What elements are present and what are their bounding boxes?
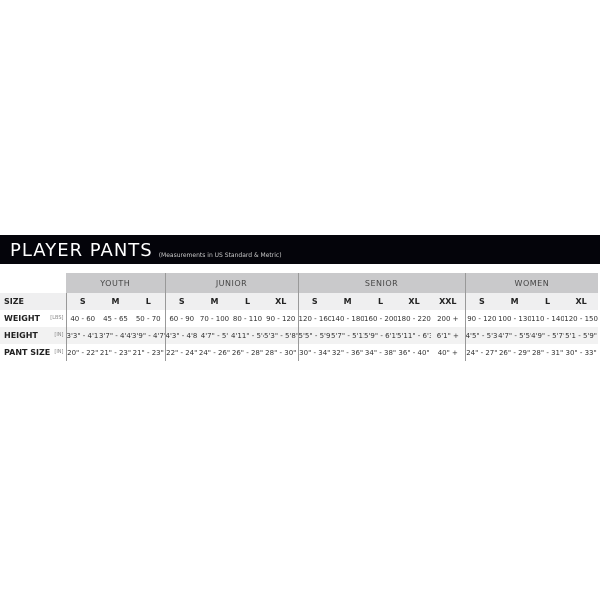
table-cell: S bbox=[297, 293, 332, 310]
table-row-weight: WEIGHT [LBS] 40 - 60 45 - 65 50 - 70 60 - 90 7… bbox=[0, 310, 598, 327]
table-cell: 4'7" - 5' bbox=[198, 327, 231, 344]
table-cell: S bbox=[65, 293, 99, 310]
table-cell: 180 - 220 bbox=[397, 314, 431, 323]
table-row-height: HEIGHT [IN] 3'3" - 4'1" 3'7" - 4'4" 3'9" - 4… bbox=[0, 327, 599, 344]
table-cell: 5'3" - 5'8" bbox=[264, 327, 299, 344]
table-cell: M bbox=[198, 293, 231, 310]
table-cell: 5'9" - 6'1" bbox=[364, 327, 398, 344]
row-label-text: WEIGHT bbox=[4, 314, 40, 323]
table-cell: 22" - 24" bbox=[164, 344, 198, 361]
table-cell: 24" - 27" bbox=[464, 344, 499, 361]
table-cell: 28" - 31" bbox=[531, 348, 564, 357]
table-cell: 28" - 30" bbox=[265, 348, 297, 357]
table-cell: L bbox=[132, 293, 165, 310]
table-cell: L bbox=[531, 293, 565, 310]
size-chart-table: YOUTH JUNIOR SENIOR WOMEN SIZE S M L S M L XL S M L XL X… bbox=[0, 273, 599, 361]
table-cell: 4'5" - 5'3" bbox=[464, 327, 499, 344]
table-cell: S bbox=[464, 293, 499, 310]
table-cell: 120 - 160 bbox=[297, 310, 332, 327]
table-cell: 4'3" - 4'8" bbox=[164, 327, 198, 344]
row-label: SIZE bbox=[0, 293, 66, 310]
table-cell: 3'3" - 4'1" bbox=[65, 327, 99, 344]
table-cell: L bbox=[364, 293, 398, 310]
table-cell: 5'11" - 6'3" bbox=[397, 327, 432, 344]
table-cell: 30" - 34" bbox=[297, 344, 332, 361]
table-row-pant-size: PANT SIZE [IN] 20" - 22" 21" - 23" 21" - 23"… bbox=[0, 344, 598, 361]
group-header-senior: SENIOR bbox=[297, 273, 466, 293]
table-cell: 5'1 - 5'9" bbox=[564, 327, 599, 344]
chart-title: PLAYER PANTS bbox=[10, 240, 153, 261]
chart-subtitle: (Measurements in US Standard & Metric) bbox=[158, 252, 282, 259]
row-label-text: HEIGHT bbox=[4, 331, 38, 340]
group-header-row: YOUTH JUNIOR SENIOR WOMEN bbox=[0, 273, 599, 293]
table-cell: 26" - 29" bbox=[498, 348, 531, 357]
table-cell: XL bbox=[564, 293, 599, 310]
unit-label: [IN] bbox=[54, 349, 64, 355]
table-cell: 110 - 140 bbox=[531, 314, 565, 323]
table-cell: 120 - 150 bbox=[564, 314, 598, 323]
row-label: PANT SIZE [IN] bbox=[0, 344, 66, 361]
unit-label: [IN] bbox=[54, 332, 64, 338]
table-cell: 5'7" - 5'11" bbox=[331, 327, 365, 344]
table-cell: 50 - 70 bbox=[135, 314, 161, 323]
table-cell: 90 - 120 bbox=[464, 310, 499, 327]
table-cell: 26" - 28" bbox=[231, 348, 264, 357]
table-cell: M bbox=[498, 293, 532, 310]
table-cell: 45 - 65 bbox=[103, 314, 128, 323]
table-cell: 60 - 90 bbox=[164, 310, 198, 327]
title-banner: PLAYER PANTS (Measurements in US Standar… bbox=[0, 235, 600, 264]
table-cell: 20" - 22" bbox=[65, 344, 99, 361]
table-cell: 100 - 130 bbox=[498, 314, 532, 323]
table-cell: M bbox=[99, 293, 132, 310]
table-cell: 40" + bbox=[437, 348, 458, 357]
table-cell: 140 - 180 bbox=[331, 314, 365, 323]
table-cell: 200 + bbox=[437, 314, 459, 323]
table-cell: XXL bbox=[431, 293, 466, 310]
table-cell: 90 - 120 bbox=[266, 314, 296, 323]
unit-label: [LBS] bbox=[50, 315, 64, 321]
table-cell: S bbox=[164, 293, 198, 310]
table-cell: 70 - 100 bbox=[199, 314, 230, 323]
group-header-junior: JUNIOR bbox=[164, 273, 299, 293]
table-cell: 3'7" - 4'4" bbox=[99, 327, 132, 344]
table-cell: 3'9" - 4'7" bbox=[132, 327, 165, 344]
row-label-text: PANT SIZE bbox=[4, 348, 51, 357]
table-cell: 40 - 60 bbox=[65, 310, 99, 327]
empty-corner bbox=[0, 273, 66, 293]
table-cell: 30" - 33" bbox=[565, 348, 597, 357]
table-cell: 4'11" - 5'4" bbox=[231, 327, 264, 344]
table-cell: XL bbox=[264, 293, 299, 310]
row-label-text: SIZE bbox=[4, 297, 25, 306]
row-label: WEIGHT [LBS] bbox=[0, 310, 66, 327]
table-cell: 32" - 36" bbox=[331, 348, 364, 357]
table-cell: 34" - 38" bbox=[364, 348, 397, 357]
table-cell: 24" - 26" bbox=[198, 348, 231, 357]
table-cell: 160 - 200 bbox=[364, 314, 398, 323]
table-cell: 80 - 110 bbox=[232, 314, 263, 323]
table-cell: XL bbox=[397, 293, 432, 310]
table-cell: 6'1" + bbox=[431, 327, 466, 344]
row-label: HEIGHT [IN] bbox=[0, 327, 66, 344]
table-row-size: SIZE S M L S M L XL S M L XL XXL S M L XL bbox=[0, 293, 599, 310]
group-header-women: WOMEN bbox=[464, 273, 599, 293]
table-cell: 4'9" - 5'7" bbox=[531, 327, 565, 344]
group-header-youth: YOUTH bbox=[66, 273, 165, 293]
table-cell: M bbox=[331, 293, 365, 310]
table-cell: 21" - 23" bbox=[99, 348, 132, 357]
table-cell: 4'7" - 5'5" bbox=[498, 327, 532, 344]
table-cell: L bbox=[231, 293, 264, 310]
table-cell: 21" - 23" bbox=[132, 348, 164, 357]
table-cell: 5'5" - 5'9" bbox=[297, 327, 332, 344]
table-cell: 36" - 40" bbox=[398, 348, 430, 357]
